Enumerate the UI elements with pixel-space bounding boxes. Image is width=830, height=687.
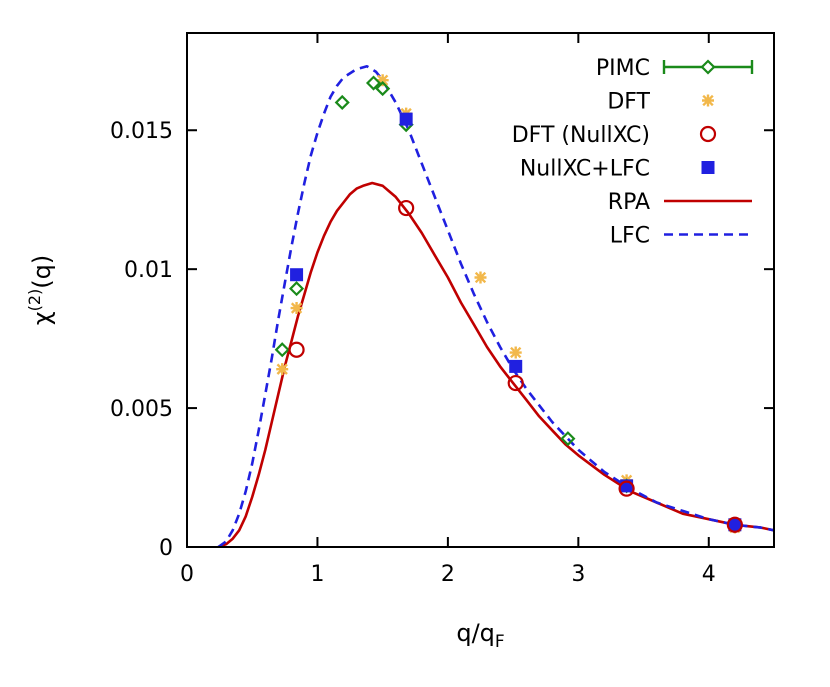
series-lfc-line	[217, 65, 774, 547]
data-point-dft-nullxc-	[288, 341, 305, 358]
legend-label-lfc: LFC	[610, 224, 650, 249]
x-tick-label: 2	[441, 562, 455, 587]
ticks-layer: 0 1 2 3 4 0 0.005 0.01 0.015	[110, 33, 774, 587]
legend-label-dft: DFT	[607, 90, 650, 115]
y-tick-label: 0	[159, 536, 173, 561]
x-tick-label: 4	[702, 562, 716, 587]
y-tick-label: 0.015	[110, 119, 173, 144]
data-point-pimc	[560, 431, 576, 447]
y-tick-label: 0.01	[124, 258, 173, 283]
legend: PIMC DFT DFT (NullXC) NullXC+LFC RPA LFC	[512, 56, 754, 249]
markers-layer	[274, 74, 743, 534]
legend-label-nullxc-lfc: NullXC+LFC	[520, 157, 650, 182]
legend-label-pimc: PIMC	[596, 56, 650, 81]
data-point-nullxc-lfc	[509, 359, 523, 373]
data-point-dft	[290, 302, 303, 315]
legend-label-dft-nullxc-: DFT (NullXC)	[512, 123, 650, 148]
legend-sample-marker	[701, 161, 715, 174]
data-point-nullxc-lfc	[728, 518, 742, 532]
x-axis-label: q/qF	[456, 619, 504, 652]
data-point-dft-nullxc-	[618, 480, 635, 497]
y-axis-label: χ(2)(q)	[25, 255, 56, 326]
data-point-dft	[276, 363, 289, 376]
data-point-nullxc-lfc	[290, 268, 304, 282]
data-point-dft	[376, 74, 389, 87]
data-point-pimc	[365, 75, 382, 91]
data-point-pimc	[274, 342, 290, 358]
y-tick-label: 0.005	[110, 397, 173, 422]
legend-sample-marker	[699, 125, 717, 143]
data-point-nullxc-lfc	[399, 112, 413, 126]
data-point-pimc	[375, 81, 391, 97]
data-point-pimc	[334, 94, 350, 111]
x-tick-label: 3	[571, 562, 585, 587]
data-point-dft-nullxc-	[726, 516, 743, 533]
data-point-dft	[474, 271, 487, 284]
plot-frame	[186, 32, 775, 548]
data-point-dft	[509, 346, 522, 359]
x-tick-label: 1	[310, 562, 324, 587]
curves-layer	[217, 65, 774, 547]
data-point-pimc	[289, 281, 305, 297]
data-point-dft-nullxc-	[398, 199, 415, 217]
series-rpa-line	[217, 181, 774, 547]
data-point-dft-nullxc-	[507, 374, 524, 392]
legend-sample-marker	[700, 59, 716, 75]
x-tick-label: 0	[180, 562, 194, 587]
legend-sample-marker	[702, 94, 714, 107]
legend-label-rpa: RPA	[608, 190, 650, 215]
